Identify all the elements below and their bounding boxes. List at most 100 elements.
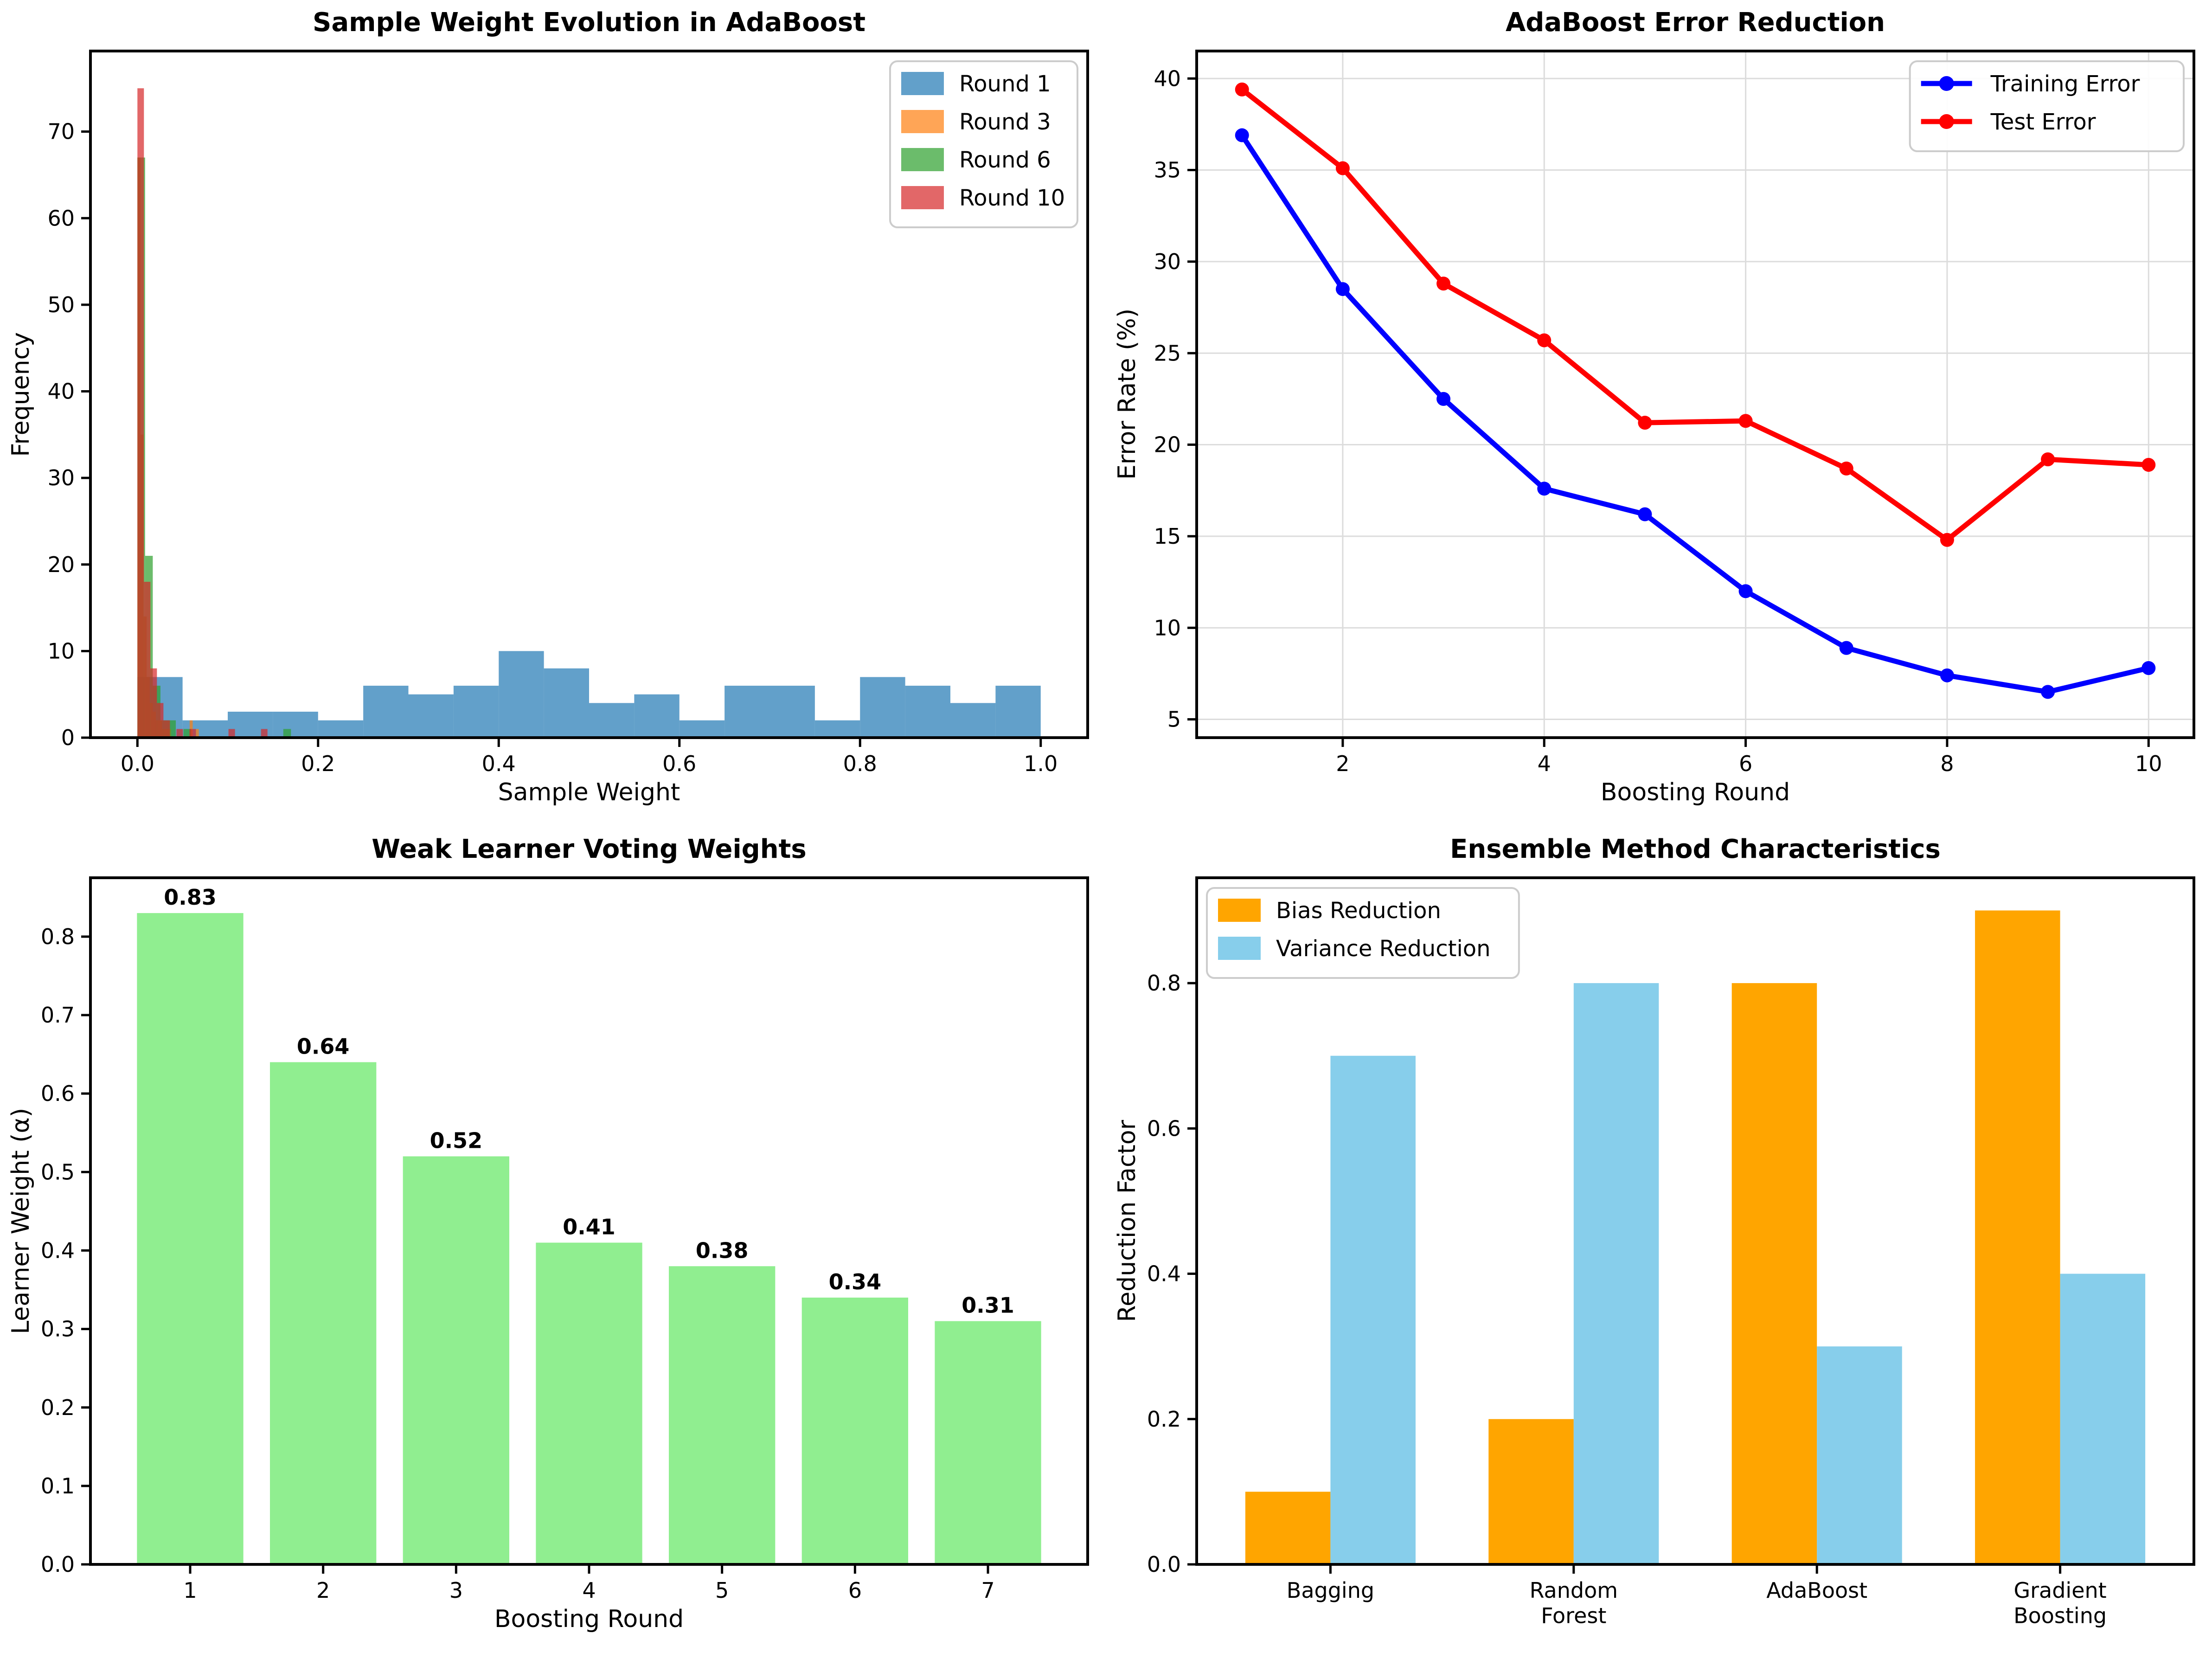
- x-tick-label: Bagging: [1287, 1578, 1374, 1603]
- legend-item: Test Error: [1921, 109, 2096, 135]
- bar: [536, 1242, 642, 1564]
- x-tick-label: 0.4: [482, 751, 516, 776]
- hist-bar: [679, 720, 725, 738]
- y-tick-label: 0.6: [1147, 1116, 1181, 1141]
- y-tick-label: 30: [1154, 249, 1181, 274]
- y-tick-label: 0.2: [41, 1395, 75, 1420]
- x-tick-label: 2: [1336, 751, 1349, 776]
- grouped-bar: [1330, 1055, 1416, 1564]
- hist-bar: [634, 694, 680, 738]
- hist-bar: [905, 686, 950, 738]
- hist-bar: [163, 720, 170, 738]
- legend-label: Round 10: [959, 185, 1065, 211]
- legend-frame: [889, 60, 1078, 228]
- x-tick-label: 6: [848, 1578, 862, 1603]
- legend-item: Round 6: [901, 147, 1051, 173]
- chart-title: Weak Learner Voting Weights: [372, 834, 807, 864]
- hist-bar: [261, 729, 268, 738]
- y-tick-label: 20: [47, 552, 75, 577]
- x-axis-label: Boosting Round: [1600, 778, 1790, 806]
- hist-bar: [995, 686, 1041, 738]
- bar-value-label: 0.38: [696, 1238, 749, 1263]
- data-point-marker: [1839, 641, 1853, 655]
- y-tick-label: 5: [1167, 707, 1181, 732]
- legend-marker: [1939, 114, 1954, 129]
- y-tick-label: 0.4: [1147, 1261, 1181, 1286]
- legend-item: Bias Reduction: [1218, 898, 1441, 924]
- line-series: [1239, 87, 2151, 543]
- data-point-marker: [1738, 584, 1753, 598]
- grouped-bar: [1817, 1346, 1902, 1564]
- data-point-marker: [1436, 392, 1451, 406]
- y-tick-label: 0.8: [1147, 971, 1181, 996]
- axes-frame: [1195, 50, 2195, 739]
- histogram-plot: 0.0 0.2 0.4 0.6 0.8 1.0 0 10 20 30 40 50 60 70 Round 1…: [47, 50, 1089, 776]
- grouped-bar-plot: Bagging Random Forest AdaBoost Gradient Boost…: [1147, 876, 2195, 1628]
- chart-title: AdaBoost Error Reduction: [1505, 7, 1885, 38]
- bar-value-label: 0.64: [297, 1034, 350, 1059]
- bar-value-label: 0.34: [829, 1269, 882, 1294]
- data-point-marker: [1940, 533, 1954, 547]
- legend-marker: [1939, 76, 1954, 91]
- hist-bar: [769, 686, 815, 738]
- x-tick-label: 5: [715, 1578, 729, 1603]
- x-axis-label: Boosting Round: [494, 1605, 684, 1633]
- data-point-marker: [1537, 333, 1552, 347]
- x-tick-label: 0.2: [301, 751, 335, 776]
- legend-swatch: [901, 148, 944, 171]
- y-tick-label: 50: [47, 292, 75, 317]
- hist-bar: [144, 582, 151, 738]
- legend-label: Training Error: [1990, 71, 2140, 97]
- panel-sample-weight-histogram: Sample Weight Evolution in AdaBoost Freq…: [0, 0, 1106, 826]
- hist-bar: [283, 729, 291, 738]
- y-tick-label: 15: [1154, 524, 1181, 549]
- hist-bar: [196, 729, 199, 738]
- panel-error-reduction: AdaBoost Error Reduction Error Rate (%) …: [1106, 0, 2212, 826]
- line-series: [1239, 133, 2151, 695]
- x-tick-label: 8: [1940, 751, 1954, 776]
- chart-title: Ensemble Method Characteristics: [1450, 834, 1941, 864]
- x-tick-label: 3: [449, 1578, 463, 1603]
- hist-bar: [453, 686, 499, 738]
- bar: [270, 1062, 377, 1564]
- chart-title: Sample Weight Evolution in AdaBoost: [313, 7, 866, 38]
- grouped-bar: [1573, 983, 1659, 1564]
- bar: [669, 1266, 776, 1564]
- data-point-marker: [1235, 82, 1249, 96]
- x-tick-label: 0.6: [662, 751, 696, 776]
- hist-bar: [499, 651, 544, 738]
- y-tick-label: 60: [47, 206, 75, 231]
- hist-bar: [189, 729, 196, 738]
- y-tick-label: 0.2: [1147, 1407, 1181, 1432]
- legend-item: Variance Reduction: [1218, 936, 1491, 962]
- y-tick-label: 0.0: [41, 1552, 75, 1577]
- y-tick-label: 0.1: [41, 1473, 75, 1499]
- bar: [801, 1297, 908, 1564]
- legend-item: Round 1: [901, 71, 1051, 97]
- grouped-bar: [2060, 1274, 2146, 1564]
- y-tick-label: 10: [1154, 615, 1181, 640]
- bar-plot: 0.83 0.64 0.52 0.41 0.38 0.34 0.31 1 2 3 4 5 6 7 0.0 0.…: [41, 876, 1089, 1603]
- x-tick-label: 4: [582, 1578, 596, 1603]
- legend-box: Training Error Test Error: [1909, 60, 2185, 152]
- y-tick-label: 0.7: [41, 1003, 75, 1028]
- legend-item: Round 10: [901, 185, 1065, 211]
- y-tick-label: 40: [1154, 66, 1181, 91]
- axes-frame: [1195, 876, 2195, 1566]
- grouped-bar: [1975, 910, 2060, 1564]
- data-point-marker: [1235, 128, 1249, 142]
- grouped-bar: [1731, 983, 1817, 1564]
- x-tick-label: Random Forest: [1530, 1578, 1618, 1628]
- line-plot: 2 4 6 8 10 5 10 15 20 25 30 35 40 Training Error Test …: [1154, 50, 2195, 776]
- hist-bar: [589, 703, 635, 738]
- y-tick-label: 35: [1154, 158, 1181, 183]
- x-tick-label: 1: [183, 1578, 197, 1603]
- legend-label: Round 1: [959, 71, 1051, 97]
- data-point-marker: [2141, 661, 2156, 675]
- panel-voting-weights: Weak Learner Voting Weights Learner Weig…: [0, 827, 1106, 1653]
- x-tick-label: 10: [2135, 751, 2162, 776]
- hist-bar: [725, 686, 770, 738]
- data-point-marker: [1638, 416, 1652, 430]
- bar: [137, 913, 244, 1564]
